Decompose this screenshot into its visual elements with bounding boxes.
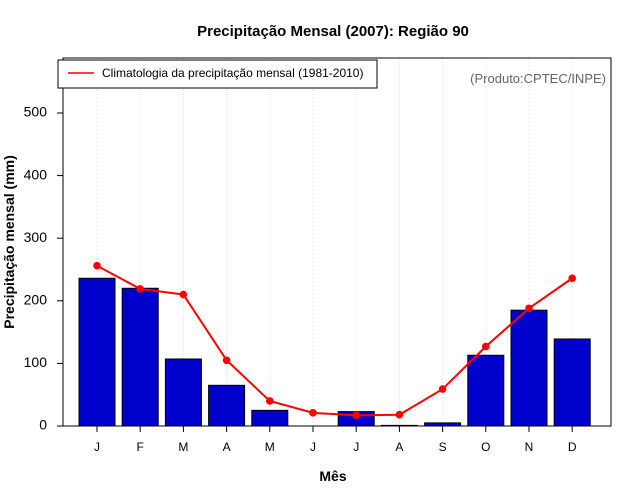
data-point [352,411,361,420]
data-point [438,385,447,393]
data-point [482,342,490,351]
y-axis: 0 100 200 300 400 500 [24,104,63,433]
bar [121,287,159,427]
x-axis-title: Mês [319,468,346,484]
bar [78,277,116,427]
y-tick-label: 400 [24,166,48,182]
legend: Climatologia da precipitação mensal (198… [57,59,378,89]
x-tick-label: J [353,440,359,454]
y-tick-label: 300 [24,229,48,245]
bar [510,309,548,427]
series-line [96,264,573,417]
bar-series [78,277,591,427]
data-point [222,356,231,365]
legend-box [57,59,378,89]
climatology-series [93,261,576,420]
legend-label: Climatologia da precipitação mensal (198… [102,66,363,80]
data-point [309,409,317,417]
data-point [136,285,144,293]
bar [467,354,505,427]
grid-lines [96,58,573,426]
data-point [93,261,101,270]
x-tick-label: J [94,440,100,454]
bar [251,409,289,427]
bar [553,338,591,427]
data-point [266,397,274,405]
x-tick-label: N [525,440,534,454]
data-point [525,304,533,313]
y-tick-label: 100 [24,354,48,370]
data-point [179,290,188,299]
x-tick-label: O [481,440,490,454]
y-axis-title: Precipitação mensal (mm) [1,155,17,329]
chart-title: Precipitação Mensal (2007): Região 90 [197,23,469,40]
x-tick-label: M [178,440,188,454]
x-tick-label: A [395,440,403,454]
y-tick-label: 200 [24,291,48,307]
data-point [568,274,576,283]
x-tick-label: F [137,440,144,454]
bar [208,384,246,427]
x-tick-label: D [568,440,577,454]
data-point [395,410,404,419]
y-tick-label: 500 [24,104,48,120]
x-tick-label: M [265,440,275,454]
bar [164,358,202,427]
x-tick-label: S [439,440,447,454]
plot-frame [62,57,612,427]
source-note: (Produto:CPTEC/INPE) [470,71,606,86]
x-tick-label: J [310,440,316,454]
x-tick-label: A [223,440,231,454]
y-tick-label: 0 [39,417,47,433]
